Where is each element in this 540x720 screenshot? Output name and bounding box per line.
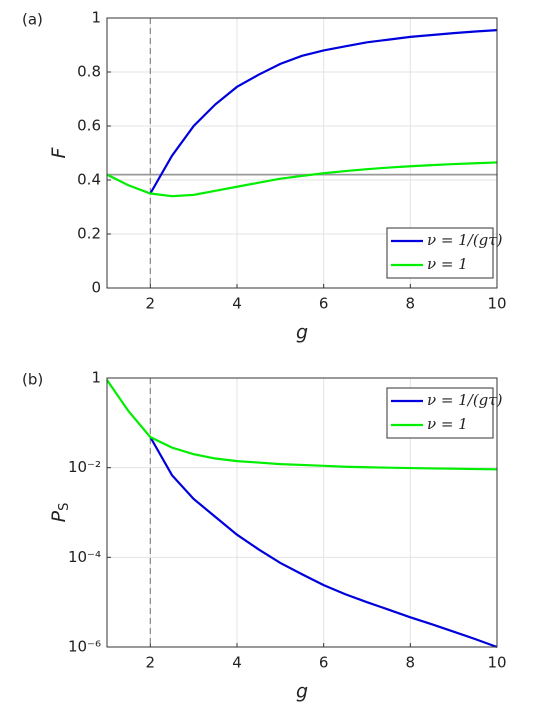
data-line [149,436,498,649]
y-axis-label: F [48,146,70,158]
axes-frame [106,17,498,289]
panel-label: (a) [22,11,43,29]
y-tick-label: 10⁻⁴ [68,548,101,566]
y-axis-label: PS [48,503,72,523]
panel-label: (b) [22,371,43,389]
x-axis-label: g [296,681,308,703]
x-tick-label: 2 [146,654,156,672]
legend: ν = 1/(gτ) ν = 1 [386,387,503,439]
x-tick-label: 8 [406,295,416,313]
legend-label: ν = 1 [427,415,468,433]
x-axis-label: g [296,322,308,344]
x-tick-label: 6 [319,295,329,313]
data-line [106,379,498,471]
data-line [149,29,498,195]
y-tick-label: 0.4 [77,171,101,189]
legend-label: ν = 1/(gτ) [427,231,503,249]
y-axis-label-sub: S [57,503,72,511]
axes-frame [106,377,498,648]
y-tick-label: 1 [91,369,101,387]
y-tick-label: 1 [91,9,101,27]
data-line [106,161,498,198]
legend-box [386,387,494,439]
y-tick-label: 10⁻⁶ [68,638,101,656]
y-tick-label: 0.6 [77,117,101,135]
x-tick-label: 4 [232,654,242,672]
y-tick-label: 0.2 [77,225,101,243]
y-tick-label: 0.8 [77,63,101,81]
legend-label: ν = 1/(gτ) [427,391,503,409]
legend: ν = 1/(gτ) ν = 1 [386,227,503,279]
y-tick-label: 0 [91,279,101,297]
x-tick-label: 10 [487,654,506,672]
x-tick-label: 8 [406,654,416,672]
x-tick-label: 10 [487,295,506,313]
y-axis-label-main: P [48,510,70,522]
y-axis-label-main: F [48,146,70,158]
y-tick-label: 10⁻² [68,458,101,476]
x-tick-label: 4 [232,295,242,313]
legend-box [386,227,494,279]
x-tick-label: 6 [319,654,329,672]
legend-label: ν = 1 [427,255,468,273]
x-tick-label: 2 [146,295,156,313]
